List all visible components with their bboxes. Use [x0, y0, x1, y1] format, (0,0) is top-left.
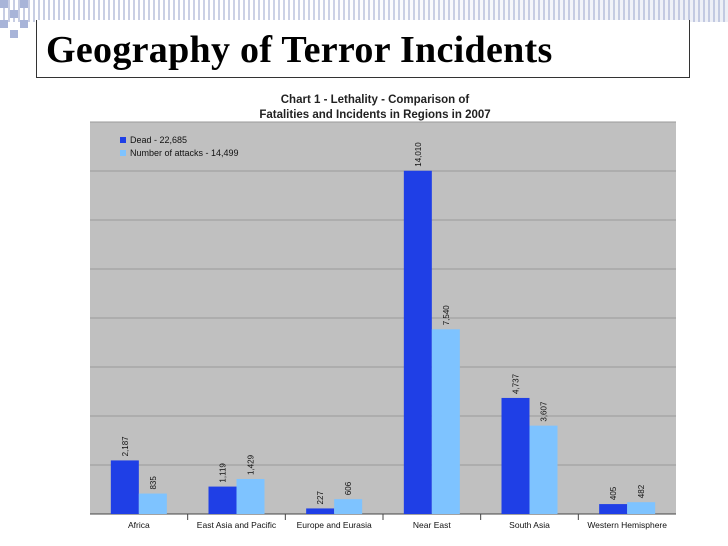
title-frame — [36, 20, 690, 78]
data-label: 14,010 — [414, 142, 423, 167]
bar-attacks — [529, 425, 558, 514]
data-label: 482 — [637, 484, 646, 498]
bar-dead — [208, 486, 237, 514]
category-label: Western Hemisphere — [587, 520, 667, 530]
category-label: Europe and Eurasia — [297, 520, 372, 530]
data-label: 2,187 — [121, 436, 130, 457]
legend-swatch-attacks — [120, 150, 126, 156]
data-label: 405 — [609, 486, 618, 500]
data-label: 7,540 — [442, 305, 451, 326]
bar-attacks — [334, 499, 363, 514]
bar-attacks — [627, 502, 656, 514]
data-label: 227 — [316, 491, 325, 505]
bar-attacks — [138, 493, 167, 514]
data-label: 1,429 — [247, 454, 256, 475]
legend-swatch-dead — [120, 137, 126, 143]
bar-attacks — [236, 478, 265, 514]
category-label: Africa — [128, 520, 150, 530]
bar-dead — [501, 397, 530, 514]
bar-attacks — [431, 329, 460, 514]
chart-title-line-1: Chart 1 - Lethality - Comparison of — [280, 94, 470, 106]
data-label: 3,607 — [540, 401, 549, 422]
bar-dead — [599, 504, 628, 514]
category-label: East Asia and Pacific — [197, 520, 277, 530]
bar-dead — [306, 508, 335, 514]
bar-dead — [403, 170, 432, 514]
chart-title-line-2: Fatalities and Incidents in Regions in 2… — [259, 109, 491, 121]
category-label: South Asia — [509, 520, 550, 530]
bar-dead — [110, 460, 139, 514]
legend: Dead - 22,685 Number of attacks - 14,499 — [114, 130, 274, 164]
data-label: 606 — [344, 481, 353, 495]
decorative-header-fade — [0, 0, 728, 22]
decorative-corner-blocks — [0, 0, 40, 46]
legend-label-dead: Dead - 22,685 — [130, 135, 188, 145]
slide-title: Geography of Terror Incidents — [46, 29, 553, 71]
data-label: 835 — [149, 476, 158, 490]
decorative-header-strip — [0, 0, 728, 22]
data-label: 4,737 — [512, 373, 521, 394]
data-label: 1,119 — [219, 463, 228, 483]
legend-label-attacks: Number of attacks - 14,499 — [130, 148, 239, 158]
category-label: Near East — [413, 520, 451, 530]
